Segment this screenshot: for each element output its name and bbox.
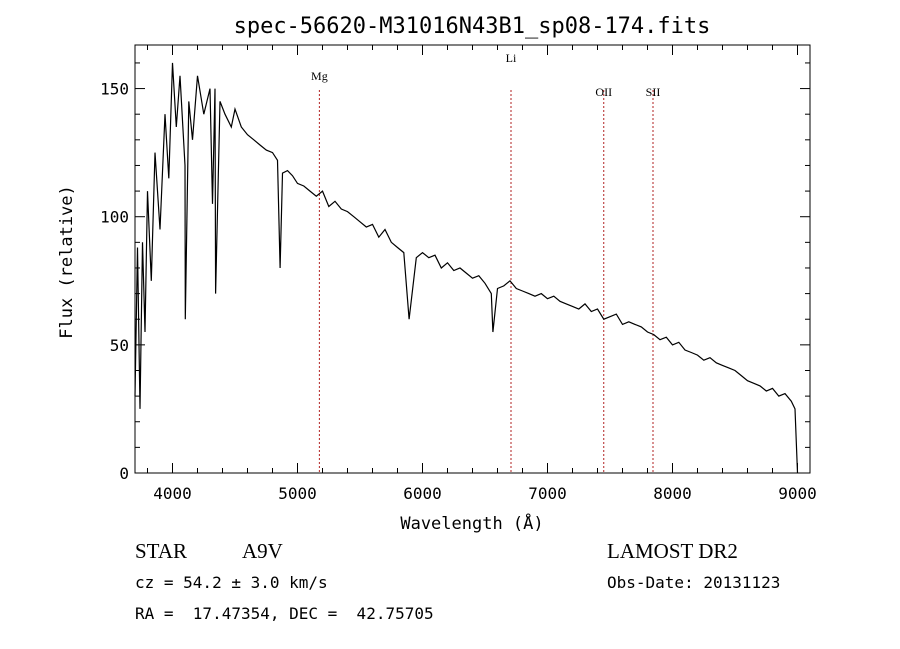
marker-label: OII bbox=[595, 85, 612, 99]
spectrum-line bbox=[134, 62, 799, 474]
x-tick-label: 5000 bbox=[278, 484, 317, 503]
y-axis-label: Flux (relative) bbox=[57, 185, 77, 339]
y-tick-label: 50 bbox=[110, 336, 129, 355]
x-tick-label: 7000 bbox=[528, 484, 567, 503]
x-axis-label: Wavelength (Å) bbox=[400, 512, 543, 534]
x-tick-label: 8000 bbox=[653, 484, 692, 503]
x-tick-label: 4000 bbox=[153, 484, 192, 503]
observation-date: Obs-Date: 20131123 bbox=[607, 573, 780, 592]
axis-ticks bbox=[135, 45, 810, 474]
y-tick-label: 0 bbox=[119, 464, 129, 483]
plot-frame bbox=[134, 44, 811, 474]
object-class: STAR bbox=[135, 539, 187, 563]
x-tick-label: 6000 bbox=[403, 484, 442, 503]
chart-title: spec-56620-M31016N43B1_sp08-174.fits bbox=[234, 14, 711, 39]
marker-label: Li bbox=[506, 51, 517, 65]
marker-label: SII bbox=[646, 85, 661, 99]
spectral-subclass: A9V bbox=[242, 539, 283, 563]
x-tick-label: 9000 bbox=[778, 484, 817, 503]
survey-name: LAMOST DR2 bbox=[607, 539, 738, 563]
tick-labels: 4000 5000 6000 7000 8000 9000 0 50 100 150 bbox=[100, 80, 817, 503]
y-tick-label: 150 bbox=[100, 80, 129, 99]
y-tick-label: 100 bbox=[100, 208, 129, 227]
marker-label: Mg bbox=[311, 69, 328, 83]
sky-coordinates: RA = 17.47354, DEC = 42.75705 bbox=[135, 604, 434, 623]
redshift-velocity: cz = 54.2 ± 3.0 km/s bbox=[135, 573, 328, 592]
line-markers: Mg Li OII SII bbox=[311, 51, 660, 473]
